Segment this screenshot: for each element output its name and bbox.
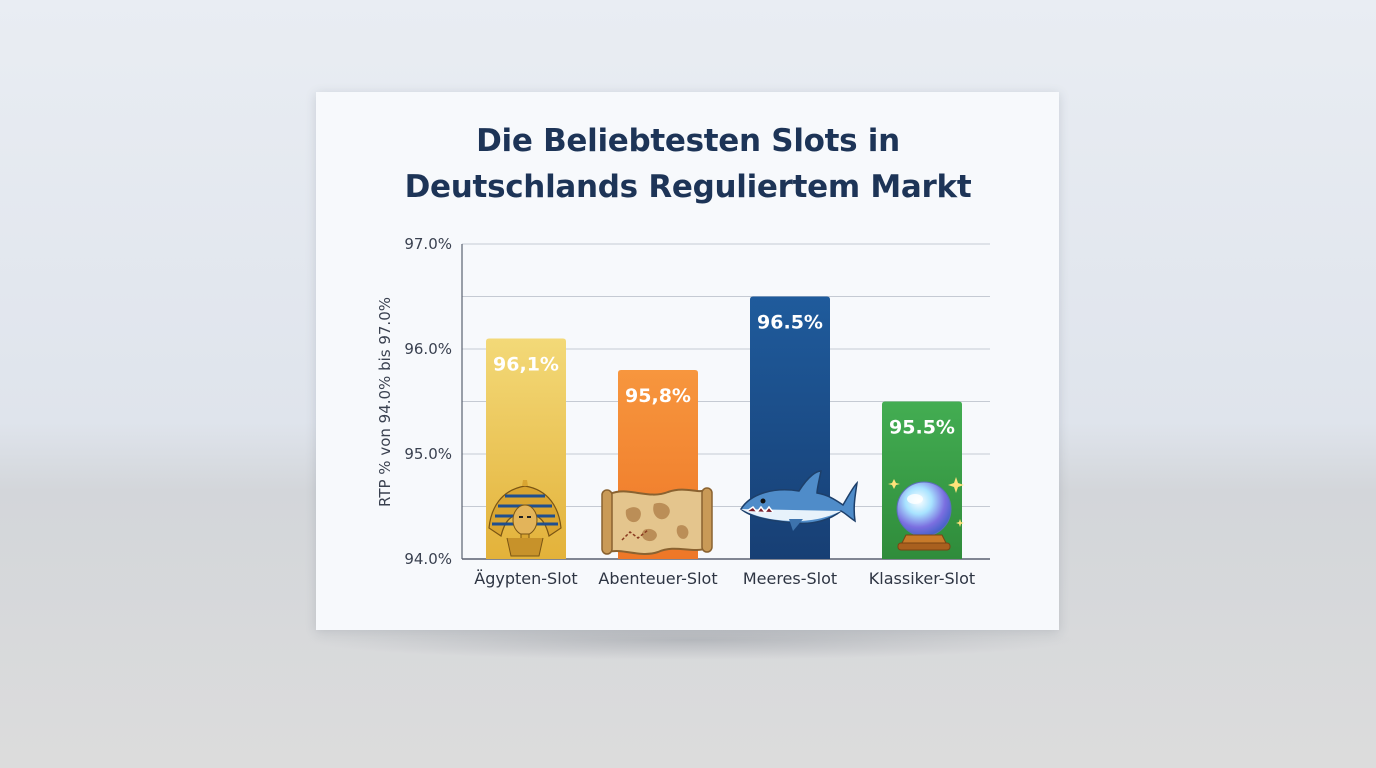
- chart-title-line-1: Die Beliebtesten Slots in: [476, 123, 900, 159]
- chart-title-line-2: Deutschlands Reguliertem Markt: [404, 169, 972, 205]
- x-tick-label: Meeres-Slot: [743, 569, 837, 588]
- y-tick-label: 94.0%: [404, 550, 452, 568]
- pharaoh-icon: [488, 480, 562, 557]
- data-labels: 96,1% 95,8% 96.5% 95.5%: [493, 312, 955, 439]
- bar-value-label: 95.5%: [889, 417, 955, 439]
- crystal-ball-icon: [888, 477, 964, 551]
- treasure-map-icon: [601, 487, 713, 555]
- y-tick-label: 95.0%: [404, 445, 452, 463]
- y-axis-label: RTP % von 94.0% bis 97.0%: [376, 297, 394, 507]
- y-tick-label: 96.0%: [404, 340, 452, 358]
- x-tick-label: Ägypten-Slot: [474, 569, 577, 588]
- x-tick-label: Klassiker-Slot: [869, 569, 975, 588]
- y-tick-labels: 94.0% 95.0% 96.0% 97.0%: [404, 235, 452, 568]
- bar-value-label: 96.5%: [757, 312, 823, 334]
- y-tick-label: 97.0%: [404, 235, 452, 253]
- shark-icon: [740, 470, 859, 531]
- x-tick-label: Abenteuer-Slot: [598, 569, 717, 588]
- chart-title: Die Beliebtesten Slots in Deutschlands R…: [0, 118, 1376, 210]
- bar-value-label: 96,1%: [493, 354, 559, 376]
- bar-icons: [488, 470, 964, 557]
- bar-value-label: 95,8%: [625, 385, 691, 407]
- x-tick-labels: Ägypten-Slot Abenteuer-Slot Meeres-Slot Kla…: [474, 569, 975, 588]
